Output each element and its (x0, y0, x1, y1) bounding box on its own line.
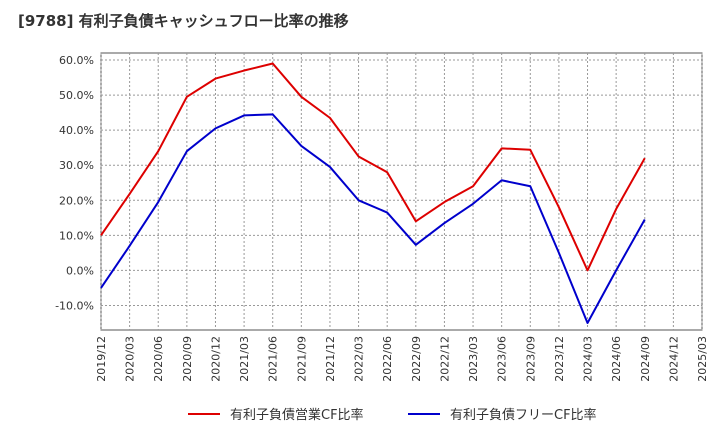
x-tick-label: 2023/09 (524, 336, 537, 382)
y-tick-label: -10.0% (55, 299, 94, 312)
x-tick-label: 2022/03 (353, 336, 366, 382)
x-tick-label: 2020/12 (209, 336, 222, 382)
y-tick-label: 50.0% (59, 89, 94, 102)
x-tick-label: 2023/03 (467, 336, 480, 382)
x-tick-label: 2023/12 (553, 336, 566, 382)
x-tick-label: 2025/03 (696, 336, 709, 382)
x-tick-label: 2023/06 (496, 336, 509, 382)
chart-title: [9788] 有利子負債キャッシュフロー比率の推移 (18, 12, 349, 30)
series-line-2 (100, 113, 646, 324)
series-line-1 (100, 62, 646, 272)
legend-label-1: 有利子負債営業CF比率 (230, 407, 364, 423)
y-tick-label: 40.0% (59, 124, 94, 137)
x-tick-label: 2020/06 (152, 336, 165, 382)
x-tick-label: 2021/03 (238, 336, 251, 382)
x-tick-label: 2021/09 (295, 336, 308, 382)
x-tick-label: 2024/09 (639, 336, 652, 382)
plot-area (100, 52, 703, 331)
y-tick-label: 30.0% (59, 159, 94, 172)
y-tick-label: 0.0% (66, 264, 94, 277)
x-tick-label: 2021/06 (267, 336, 280, 382)
x-tick-label: 2021/12 (324, 336, 337, 382)
x-tick-label: 2019/12 (95, 336, 108, 382)
x-tick-label: 2024/03 (582, 336, 595, 382)
y-tick-label: 10.0% (59, 229, 94, 242)
x-tick-label: 2020/09 (181, 336, 194, 382)
x-tick-label: 2024/06 (610, 336, 623, 382)
y-tick-label: 20.0% (59, 194, 94, 207)
x-tick-label: 2024/12 (667, 336, 680, 382)
legend-label-2: 有利子負債フリーCF比率 (450, 407, 597, 423)
x-tick-label: 2022/06 (381, 336, 394, 382)
y-tick-label: 60.0% (59, 54, 94, 67)
x-tick-label: 2022/12 (438, 336, 451, 382)
x-tick-label: 2022/09 (410, 336, 423, 382)
x-tick-label: 2020/03 (124, 336, 137, 382)
